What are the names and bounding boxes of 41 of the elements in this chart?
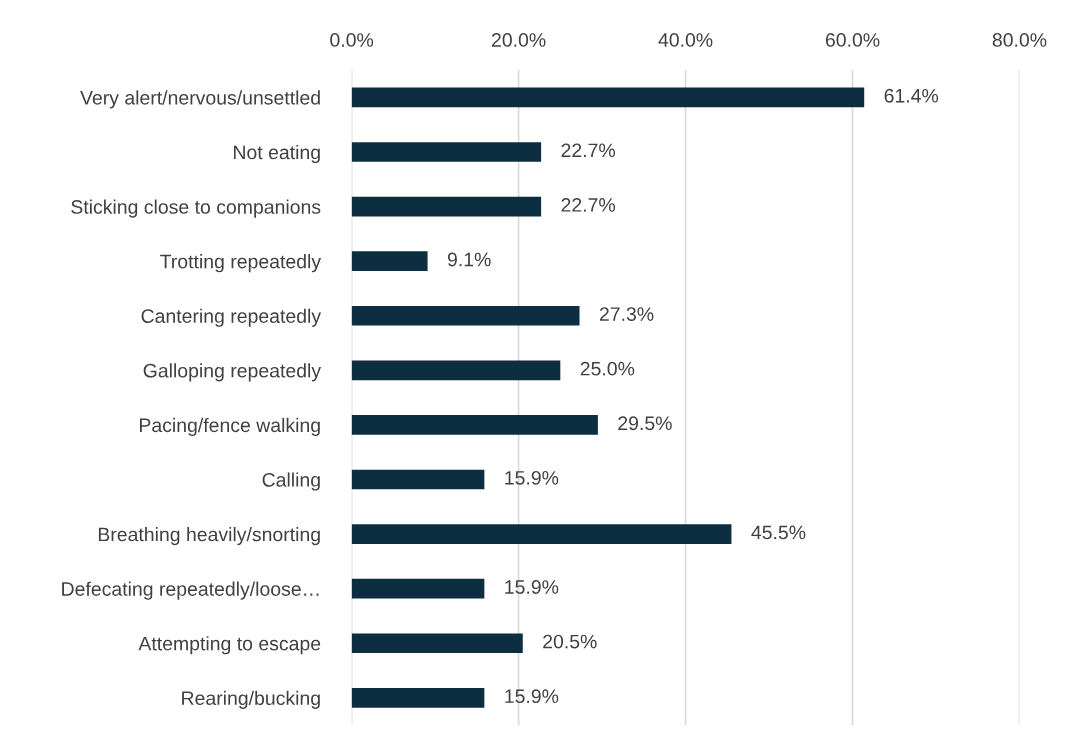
data-label: 20.5% xyxy=(543,634,597,649)
data-label: 22.7% xyxy=(561,198,616,212)
data-label: 9.1% xyxy=(447,252,491,267)
bar xyxy=(351,633,523,654)
x-tick-label: 0.0% xyxy=(330,33,374,47)
data-label: 15.9% xyxy=(505,580,559,594)
bar xyxy=(351,688,485,708)
data-label: 45.5% xyxy=(751,525,806,540)
bar xyxy=(351,87,865,108)
data-label: 15.9% xyxy=(505,689,559,704)
y-tick-label: Defecating repeatedly/loose… xyxy=(62,581,319,600)
y-tick-label: Rearing/bucking xyxy=(182,690,320,709)
data-label: 15.9% xyxy=(505,470,559,485)
bar xyxy=(351,360,561,381)
y-tick-label: Sticking close to companions xyxy=(71,199,321,218)
data-label: 25.0% xyxy=(580,361,635,376)
bar xyxy=(351,196,542,217)
y-tick-label: Attempting to escape xyxy=(138,636,321,655)
x-tick-label: 80.0% xyxy=(992,33,1047,47)
bar xyxy=(351,524,732,544)
y-tick-label: Very alert/nervous/unsettled xyxy=(80,90,320,109)
x-tick-label: 60.0% xyxy=(825,33,880,47)
y-tick-label: Cantering repeatedly xyxy=(141,308,322,327)
bar xyxy=(351,251,428,271)
y-tick-label: Pacing/fence walking xyxy=(139,417,320,436)
bar xyxy=(351,469,485,490)
x-tick-label: 20.0% xyxy=(491,33,546,47)
y-tick-label: Breathing heavily/snorting xyxy=(98,527,320,546)
data-label: 22.7% xyxy=(561,143,616,158)
data-label: 27.3% xyxy=(599,307,654,321)
y-tick-label: Calling xyxy=(262,472,320,491)
bar xyxy=(351,142,542,162)
data-label: 61.4% xyxy=(884,88,939,103)
bar xyxy=(351,415,598,435)
y-tick-label: Galloping repeatedly xyxy=(143,363,322,382)
bar xyxy=(351,305,580,326)
bar xyxy=(351,578,485,599)
y-tick-label: Not eating xyxy=(234,144,320,164)
x-tick-label: 40.0% xyxy=(658,33,713,47)
y-tick-label: Trotting repeatedly xyxy=(160,254,322,273)
data-label: 29.5% xyxy=(618,416,672,431)
